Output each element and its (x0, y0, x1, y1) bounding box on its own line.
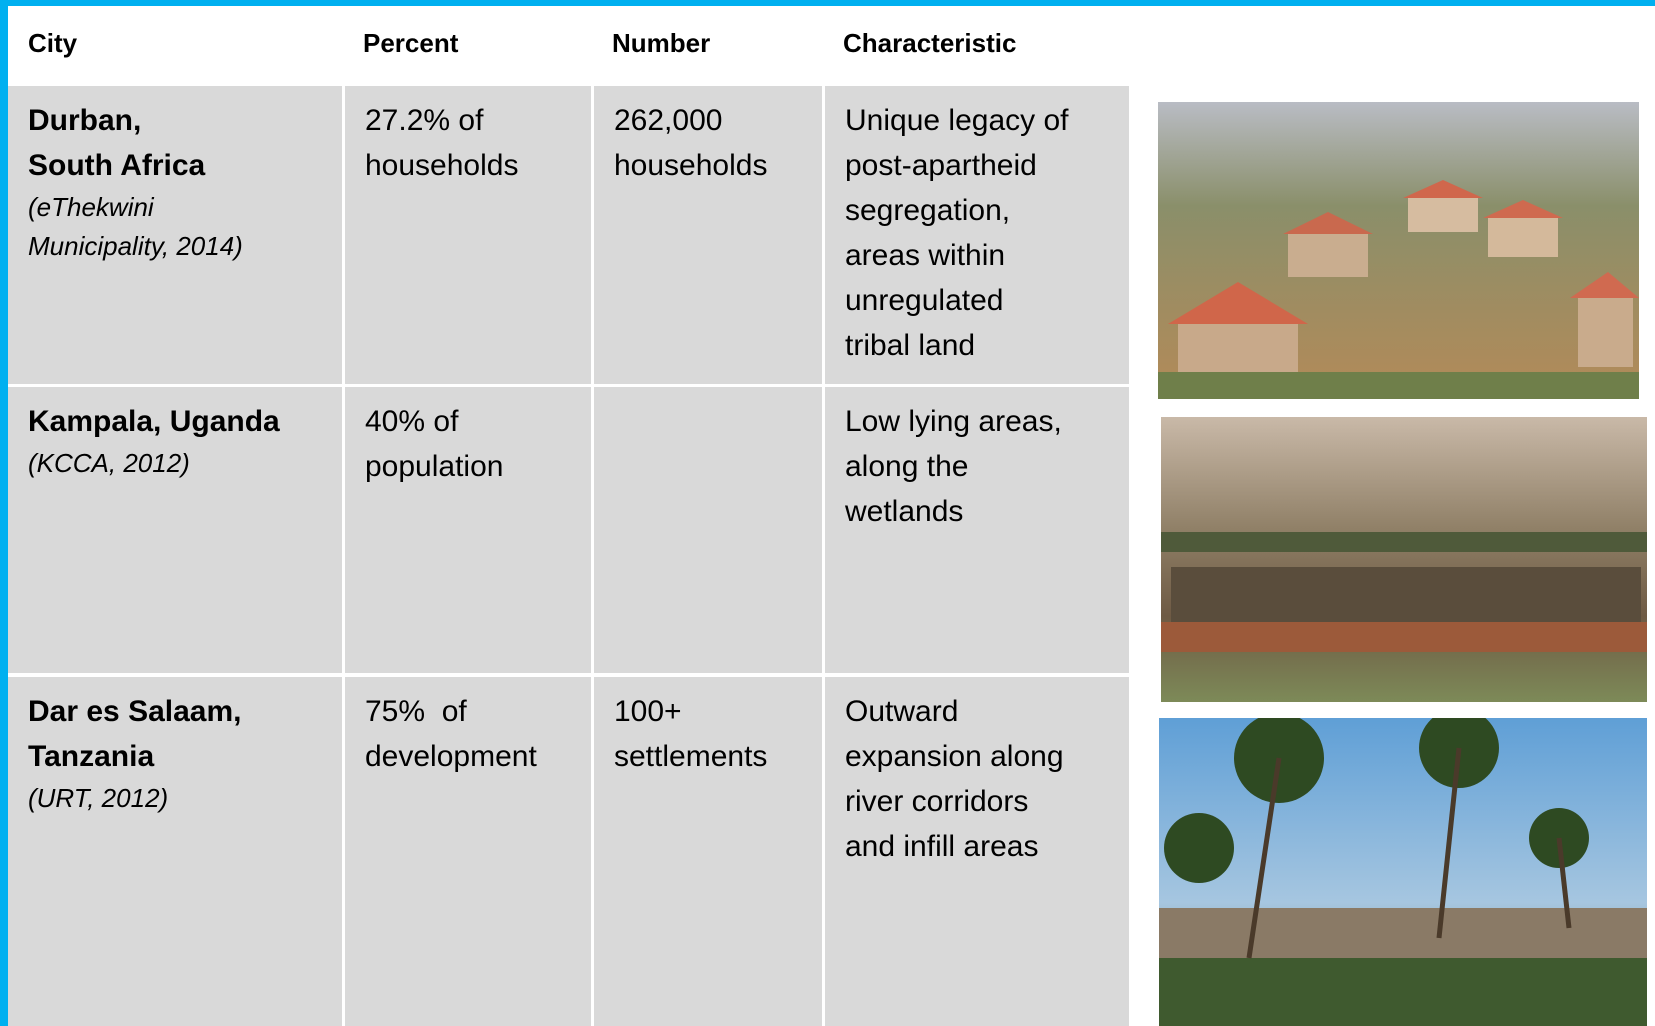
percent-line: 75% of (365, 695, 467, 728)
table-cell: 40% of population (345, 387, 591, 673)
characteristic-line: areas within (845, 239, 1006, 272)
number-line: 100+ (614, 695, 682, 728)
table-cell: 75% of development (345, 677, 591, 1026)
percent-line: 40% of (365, 405, 459, 438)
column-header: Number (612, 28, 711, 58)
source-line: (KCCA, 2012) (28, 448, 190, 478)
characteristic-line: segregation, (845, 194, 1011, 227)
characteristic-line: along the (845, 450, 969, 483)
column-header: City (28, 28, 78, 58)
city-line: Dar es Salaam, (28, 695, 242, 728)
characteristic-line: unregulated (845, 284, 1004, 317)
table-cell: Dar es Salaam, Tanzania (URT, 2012) (8, 677, 342, 1026)
number-line: households (614, 149, 768, 182)
characteristic-line: and infill areas (845, 830, 1039, 863)
header-spacer (1130, 6, 1655, 86)
characteristic-line: river corridors (845, 785, 1029, 818)
city-line: South Africa (28, 149, 206, 182)
column-header: Percent (363, 28, 459, 58)
characteristic-line: Outward (845, 695, 959, 728)
characteristic-line: Unique legacy of (845, 104, 1069, 137)
table-cell: 262,000 households (594, 86, 822, 384)
source-line: Municipality, 2014) (28, 231, 243, 261)
characteristic-line: tribal land (845, 329, 976, 362)
source-line: (eThekwini (28, 192, 154, 222)
column-header: Characteristic (843, 28, 1017, 58)
characteristic-line: Low lying areas, (845, 405, 1062, 438)
percent-line: development (365, 740, 537, 773)
percent-line: population (365, 450, 504, 483)
photo-durban (1158, 102, 1639, 399)
table-cell: 27.2% of households (345, 86, 591, 384)
table-cell: Outward expansion along river corridors and… (825, 677, 1129, 1026)
source-line: (URT, 2012) (28, 783, 169, 813)
photo-dar-es-salaam (1159, 718, 1647, 1026)
table-cell: Durban, South Africa (eThekwini Municipalit… (8, 86, 342, 384)
table-cell: Low lying areas, along the wetlands (825, 387, 1129, 673)
city-line: Tanzania (28, 740, 155, 773)
city-line: Kampala, Uganda (28, 405, 280, 438)
number-line: 262,000 (614, 104, 723, 137)
characteristic-line: post-apartheid (845, 149, 1037, 182)
percent-line: 27.2% of (365, 104, 484, 137)
city-line: Durban, (28, 104, 142, 137)
table-cell: Kampala, Uganda (KCCA, 2012) (8, 387, 342, 673)
characteristic-line: wetlands (845, 495, 964, 528)
number-line: settlements (614, 740, 768, 773)
table-cell (594, 387, 822, 673)
photo-kampala (1161, 417, 1647, 702)
characteristic-line: expansion along (845, 740, 1064, 773)
percent-line: households (365, 149, 519, 182)
table-cell: Unique legacy of post-apartheid segregatio… (825, 86, 1129, 384)
table-cell: 100+ settlements (594, 677, 822, 1026)
